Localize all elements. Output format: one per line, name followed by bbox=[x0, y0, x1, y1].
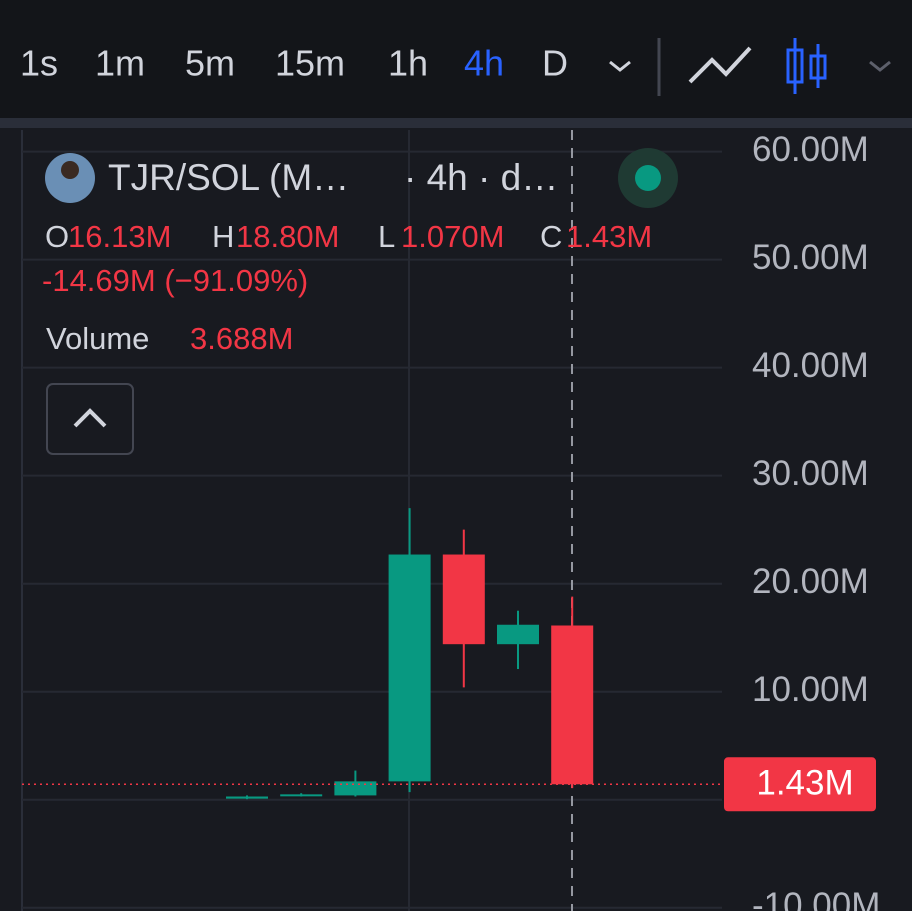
legend-key: H bbox=[212, 219, 234, 254]
toolbar bbox=[0, 0, 912, 118]
chart-type-dropdown[interactable] bbox=[869, 60, 891, 72]
y-tick-label: 60.00M bbox=[752, 130, 869, 169]
line-chart-icon[interactable] bbox=[688, 46, 752, 84]
volume-label: Volume bbox=[46, 321, 149, 356]
timeframe[interactable]: 15m bbox=[275, 43, 345, 84]
candle-body bbox=[226, 796, 268, 799]
chart-title: TJR/SOL (M… bbox=[108, 157, 349, 198]
timeframe-dropdown[interactable] bbox=[609, 60, 631, 72]
legend-value: 16.13M bbox=[68, 219, 171, 254]
collapse-icon bbox=[73, 408, 107, 428]
candle-chart-icon[interactable] bbox=[786, 38, 827, 94]
y-tick-label: 10.00M bbox=[752, 670, 869, 709]
status-dot bbox=[635, 165, 661, 191]
separator bbox=[0, 118, 912, 128]
y-tick-label: 40.00M bbox=[752, 346, 869, 385]
timeframe[interactable]: 1h bbox=[388, 43, 428, 84]
avatar-detail bbox=[61, 161, 79, 179]
legend-key: C bbox=[540, 219, 562, 254]
plot: -10.00M0.000010.00M20.00M30.00M40.00M50.… bbox=[22, 130, 880, 911]
timeframe[interactable]: D bbox=[542, 43, 568, 84]
y-tick-label: 20.00M bbox=[752, 562, 869, 601]
timeframe[interactable]: 4h bbox=[464, 43, 504, 84]
legend-value: 18.80M bbox=[236, 219, 339, 254]
legend-value: 1.43M bbox=[566, 219, 652, 254]
change: -14.69M (−91.09%) bbox=[42, 263, 308, 298]
candle-body bbox=[551, 625, 594, 785]
legend-value: 1.070M bbox=[401, 219, 504, 254]
candle-body bbox=[442, 554, 485, 645]
legend-key: O bbox=[45, 219, 69, 254]
y-tick-label: 30.00M bbox=[752, 454, 869, 493]
candle-body bbox=[497, 624, 539, 645]
candle-body bbox=[280, 794, 323, 797]
timeframe[interactable]: 1s bbox=[20, 43, 58, 84]
collapse-button[interactable] bbox=[46, 383, 134, 455]
candle-body bbox=[388, 554, 431, 782]
y-tick-label: -10.00M bbox=[752, 886, 880, 911]
timeframes: 1s 1m 5m 15m 1h 4h D bbox=[20, 43, 568, 84]
chart-subtitle: · 4h · d… bbox=[404, 157, 558, 198]
volume-value: 3.688M bbox=[190, 321, 293, 356]
last-price-tag bbox=[724, 757, 876, 812]
timeframe[interactable]: 1m bbox=[95, 43, 145, 84]
y-tick-label: 50.00M bbox=[752, 238, 869, 277]
last-price-label: 1.43M bbox=[756, 764, 853, 803]
timeframe[interactable]: 5m bbox=[185, 43, 235, 84]
legend-key: L bbox=[378, 219, 395, 254]
candle-body bbox=[334, 781, 377, 796]
